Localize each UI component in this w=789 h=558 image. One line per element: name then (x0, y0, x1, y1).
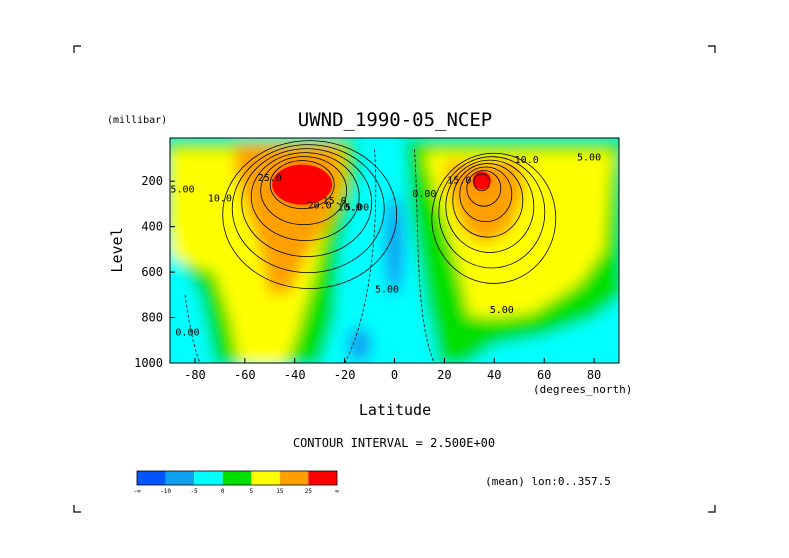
x-tick-label: -40 (284, 368, 306, 382)
chart-title: UWND_1990-05_NCEP (298, 109, 492, 131)
contour-label: 25.0 (258, 173, 282, 184)
x-tick-label: 20 (437, 368, 451, 382)
easterly-isoline (414, 149, 435, 363)
averaging-label: (mean) lon:0..357.5 (485, 475, 611, 488)
east-jet-isoline (459, 166, 513, 223)
east-jet-isoline (438, 156, 546, 269)
contour-label: 15.0 (447, 175, 471, 186)
contour-label: 10.0 (338, 203, 362, 214)
colorbar-swatch (222, 471, 252, 485)
y-axis: 200 400 600 800 1000 (134, 174, 175, 370)
colorbar-label: 5 (249, 488, 253, 495)
y-axis-label: Level (108, 227, 126, 272)
colorbar-label: 15 (276, 488, 284, 495)
field-easterly-lower (347, 326, 372, 363)
colorbar-swatch (137, 471, 166, 485)
west-jet-isoline (241, 148, 373, 257)
contour-label: 5.00 (375, 285, 399, 296)
x-tick-label: -80 (184, 368, 206, 382)
y-tick-label: 200 (141, 174, 163, 188)
contour-label: 5.00 (577, 153, 601, 164)
easterly-isoline (184, 294, 201, 363)
x-tick-label: 0 (391, 368, 398, 382)
filled-contour-field (170, 138, 619, 363)
x-tick-label: 80 (587, 368, 601, 382)
colorbar-swatch (165, 471, 195, 485)
west-jet-isoline (231, 144, 385, 273)
x-tick-label: 60 (537, 368, 551, 382)
contour-label-layer: 5.0010.025.020.015.010.05.000.005.000.00… (170, 153, 601, 339)
x-tick-label: -60 (234, 368, 256, 382)
east-jet-isoline (445, 159, 535, 253)
corner-marks (73, 45, 716, 513)
x-axis: -80 -60 -40 -20 0 20 40 60 80 (184, 358, 601, 382)
west-jet-isoline (269, 160, 335, 209)
y-tick-label: 600 (141, 265, 163, 279)
colorbar-swatch (251, 471, 280, 485)
west-jet-isoline (222, 140, 398, 289)
colorbar-label: ∞ (335, 488, 339, 495)
contour-label: 0.00 (175, 328, 199, 339)
contour-lines (184, 140, 557, 363)
y-axis-units: (millibar) (107, 115, 167, 126)
y-tick-label: 400 (141, 220, 163, 234)
colorbar-swatch (279, 471, 309, 485)
field-east-15 (444, 160, 525, 245)
y-tick-label: 1000 (134, 356, 163, 370)
colorbar-label: -5 (191, 488, 199, 495)
west-jet-isoline (250, 152, 360, 241)
contour-label: 5.00 (345, 203, 369, 214)
colorbar-swatch (194, 471, 223, 485)
x-tick-label: 40 (487, 368, 501, 382)
east-jet-isoline (452, 163, 524, 238)
contour-label: 10.0 (515, 155, 539, 166)
contour-label: 5.00 (170, 185, 194, 196)
x-tick-label: -20 (334, 368, 356, 382)
colorbar-label: 25 (305, 488, 313, 495)
colorbar: -∞ -10 -5 0 5 15 25 ∞ (133, 470, 339, 495)
field-easterly-upper (384, 194, 405, 295)
east-jet-core (472, 171, 491, 190)
colorbar-label: 0 (221, 488, 225, 495)
easterly-isoline (344, 149, 377, 363)
east-jet-isoline (431, 152, 557, 284)
y-tick-label: 800 (141, 311, 163, 325)
x-axis-units: (degrees_north) (533, 383, 632, 396)
contour-label: 15.0 (323, 196, 347, 207)
west-jet-core (272, 164, 333, 205)
contour-label: 5.00 (490, 305, 514, 316)
contour-label: 20.0 (308, 200, 332, 211)
contour-interval-label: CONTOUR INTERVAL = 2.500E+00 (293, 436, 495, 450)
contour-label: 0.00 (412, 189, 436, 200)
colorbar-frame (136, 470, 338, 486)
east-jet-isoline (466, 170, 502, 207)
colorbar-swatch (308, 471, 337, 485)
west-jet-isoline (260, 156, 348, 225)
x-axis-label: Latitude (359, 401, 431, 419)
east-jet-isoline (473, 173, 491, 192)
colorbar-label: -∞ (133, 488, 141, 495)
contour-label: 10.0 (208, 194, 232, 205)
colorbar-label: -10 (160, 488, 171, 495)
